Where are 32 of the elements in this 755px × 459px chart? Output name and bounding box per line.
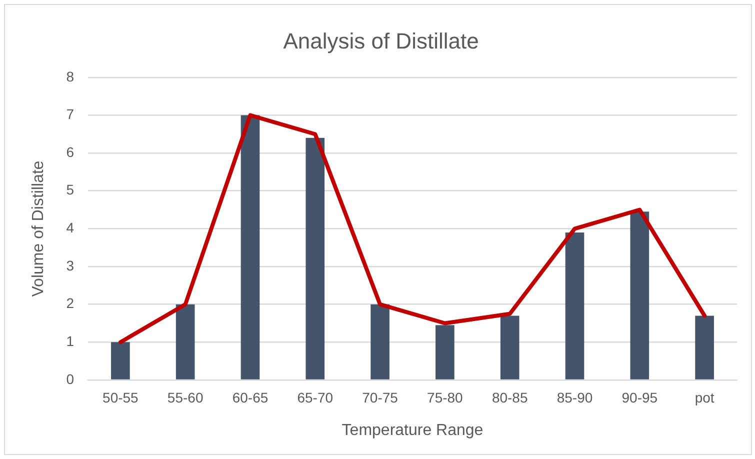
bar xyxy=(436,325,454,380)
y-tick-label: 7 xyxy=(66,106,74,122)
x-tick-label: 70-75 xyxy=(362,389,398,406)
y-axis-title: Volume of Distillate xyxy=(30,160,48,297)
x-tick-label: 65-70 xyxy=(297,389,334,406)
y-tick-label: 5 xyxy=(66,182,74,198)
x-tick-label: 90-95 xyxy=(622,389,658,406)
bar xyxy=(500,316,520,380)
bar xyxy=(370,304,390,380)
bar xyxy=(111,342,130,380)
y-tick-label: 2 xyxy=(66,295,74,312)
bar xyxy=(695,316,714,380)
x-axis-title: Temperature Range xyxy=(342,422,484,439)
x-tick-label: 55-60 xyxy=(167,389,204,406)
x-tick-label: 60-65 xyxy=(232,389,268,406)
x-tick-label: 80-85 xyxy=(492,389,528,406)
y-tick-label: 6 xyxy=(66,144,74,160)
x-tick-label: 50-55 xyxy=(102,389,139,406)
y-tick-label: 0 xyxy=(66,370,74,387)
y-tick-label: 3 xyxy=(66,257,74,274)
bar xyxy=(565,232,584,380)
x-tick-label: 85-90 xyxy=(556,389,593,406)
x-tick-label: pot xyxy=(694,389,714,406)
x-tick-label: 75-80 xyxy=(427,389,464,406)
y-tick-label: 4 xyxy=(66,220,74,236)
y-tick-label: 8 xyxy=(66,68,74,84)
y-tick-label: 1 xyxy=(66,333,74,350)
bar xyxy=(240,115,260,380)
bar xyxy=(306,138,325,380)
chart-title: Analysis of Distillate xyxy=(283,28,479,54)
bar xyxy=(176,304,195,380)
bar xyxy=(630,212,650,380)
